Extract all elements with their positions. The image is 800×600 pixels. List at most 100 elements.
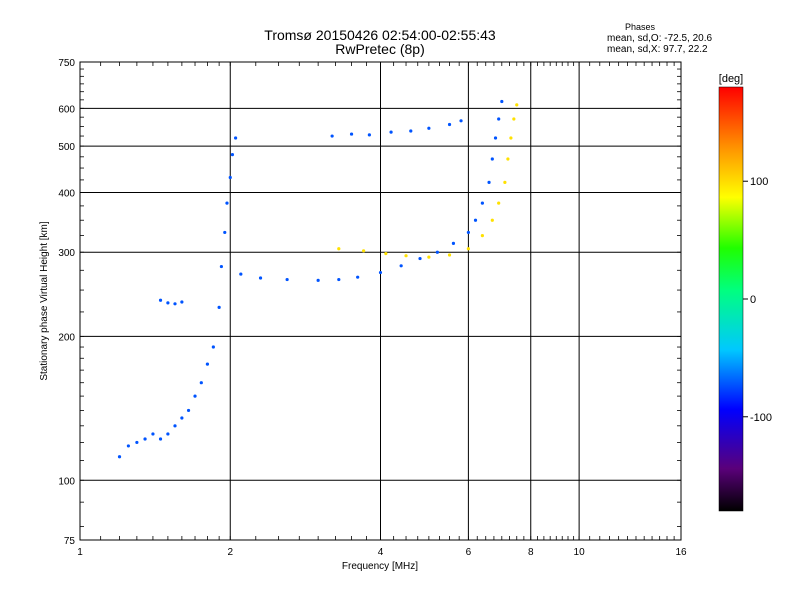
data-point <box>451 241 456 246</box>
x-tick-label: 2 <box>227 547 233 558</box>
data-point <box>435 250 439 254</box>
data-point <box>166 432 170 436</box>
data-point <box>158 437 163 441</box>
data-point <box>384 252 388 256</box>
data-point <box>515 103 519 107</box>
y-tick-label: 100 <box>58 476 75 487</box>
minor-ticks <box>80 62 681 540</box>
data-point <box>337 277 341 282</box>
data-point <box>389 130 393 134</box>
data-point <box>173 424 177 428</box>
plot-frame <box>79 61 682 541</box>
data-point <box>356 275 360 279</box>
data-point <box>230 153 235 157</box>
y-tick-label: 75 <box>64 536 76 547</box>
data-point <box>166 301 170 305</box>
data-point <box>225 201 229 205</box>
y-tick-label: 400 <box>58 188 75 199</box>
colorbar-unit: [deg] <box>719 73 743 85</box>
x-axis-label: Frequency [MHz] <box>342 561 418 572</box>
data-point <box>466 230 470 235</box>
data-point <box>285 277 289 282</box>
data-point <box>447 253 452 257</box>
chart-subtitle: RwPretec (8p) <box>335 41 425 57</box>
data-point <box>490 157 494 161</box>
data-point <box>459 119 463 123</box>
data-point <box>378 270 383 275</box>
data-point <box>234 136 238 140</box>
grid-lines <box>80 62 681 540</box>
data-point <box>427 255 431 259</box>
data-point <box>180 416 184 420</box>
data-point <box>186 408 191 413</box>
x-tick-label: 6 <box>466 547 472 558</box>
colorbar-ticks: 100 0 -100 <box>743 176 772 424</box>
data-point <box>404 254 408 258</box>
data-point <box>258 276 263 280</box>
data-point <box>503 180 507 184</box>
data-point <box>158 298 163 302</box>
data-point <box>473 218 478 222</box>
data-point <box>427 126 431 130</box>
data-point <box>126 444 130 448</box>
x-tick-label: 4 <box>378 547 384 558</box>
y-tick-label: 600 <box>58 104 75 115</box>
x-tick-labels: 1 2 4 6 8 10 16 <box>77 547 687 558</box>
data-point <box>337 247 341 251</box>
data-point <box>219 264 224 269</box>
y-tick-labels: 75 100 200 300 400 500 600 750 <box>58 58 75 547</box>
data-point <box>480 233 484 238</box>
data-point <box>135 440 139 445</box>
colorbar-tick-label: 100 <box>750 176 768 188</box>
data-point <box>497 201 501 205</box>
data-point <box>330 134 334 138</box>
data-point <box>180 300 184 304</box>
data-point <box>493 136 498 140</box>
data-point <box>367 133 371 137</box>
y-tick-label: 300 <box>58 248 75 259</box>
data-point <box>509 136 513 140</box>
y-tick-label: 750 <box>58 58 75 69</box>
data-point <box>193 394 197 398</box>
data-point <box>349 132 354 136</box>
data-point <box>199 381 203 385</box>
data-point <box>228 175 232 180</box>
y-axis-label: Stationary phase Virtual Height [km] <box>39 221 50 381</box>
data-point <box>447 122 452 127</box>
data-point <box>466 247 470 251</box>
phase-stats-o-line: mean, sd,O: -72.5, 20.6 <box>607 33 713 44</box>
data-point <box>211 345 215 349</box>
data-point <box>409 129 413 133</box>
x-tick-label: 10 <box>574 547 586 558</box>
data-point <box>480 201 484 205</box>
phase-stats-title: Phases <box>625 22 656 32</box>
data-point <box>173 302 177 306</box>
x-tick-label: 1 <box>77 547 83 558</box>
data-point <box>487 180 491 184</box>
data-point <box>418 256 422 261</box>
data-point <box>490 218 494 222</box>
x-tick-label: 16 <box>675 547 687 558</box>
data-point <box>497 117 501 121</box>
data-point <box>239 272 243 276</box>
data-point <box>362 249 366 253</box>
data-point <box>143 437 147 441</box>
data-point <box>217 305 221 309</box>
chart-title: Tromsø 20150426 02:54:00-02:55:43 <box>264 27 496 43</box>
colorbar-tick-label: 0 <box>750 294 756 306</box>
data-point <box>399 264 403 268</box>
x-tick-label: 8 <box>528 547 534 558</box>
data-point <box>316 278 320 282</box>
data-point <box>512 117 516 121</box>
data-point <box>223 230 227 235</box>
data-point <box>506 157 510 161</box>
y-tick-label: 500 <box>58 142 75 153</box>
data-point <box>151 432 155 436</box>
data-points <box>117 99 519 459</box>
phase-stats-x-line: mean, sd,X: 97.7, 22.2 <box>607 44 708 55</box>
colorbar <box>718 86 744 512</box>
y-tick-label: 200 <box>58 332 75 343</box>
data-point <box>205 362 210 366</box>
colorbar-tick-label: -100 <box>750 412 772 424</box>
